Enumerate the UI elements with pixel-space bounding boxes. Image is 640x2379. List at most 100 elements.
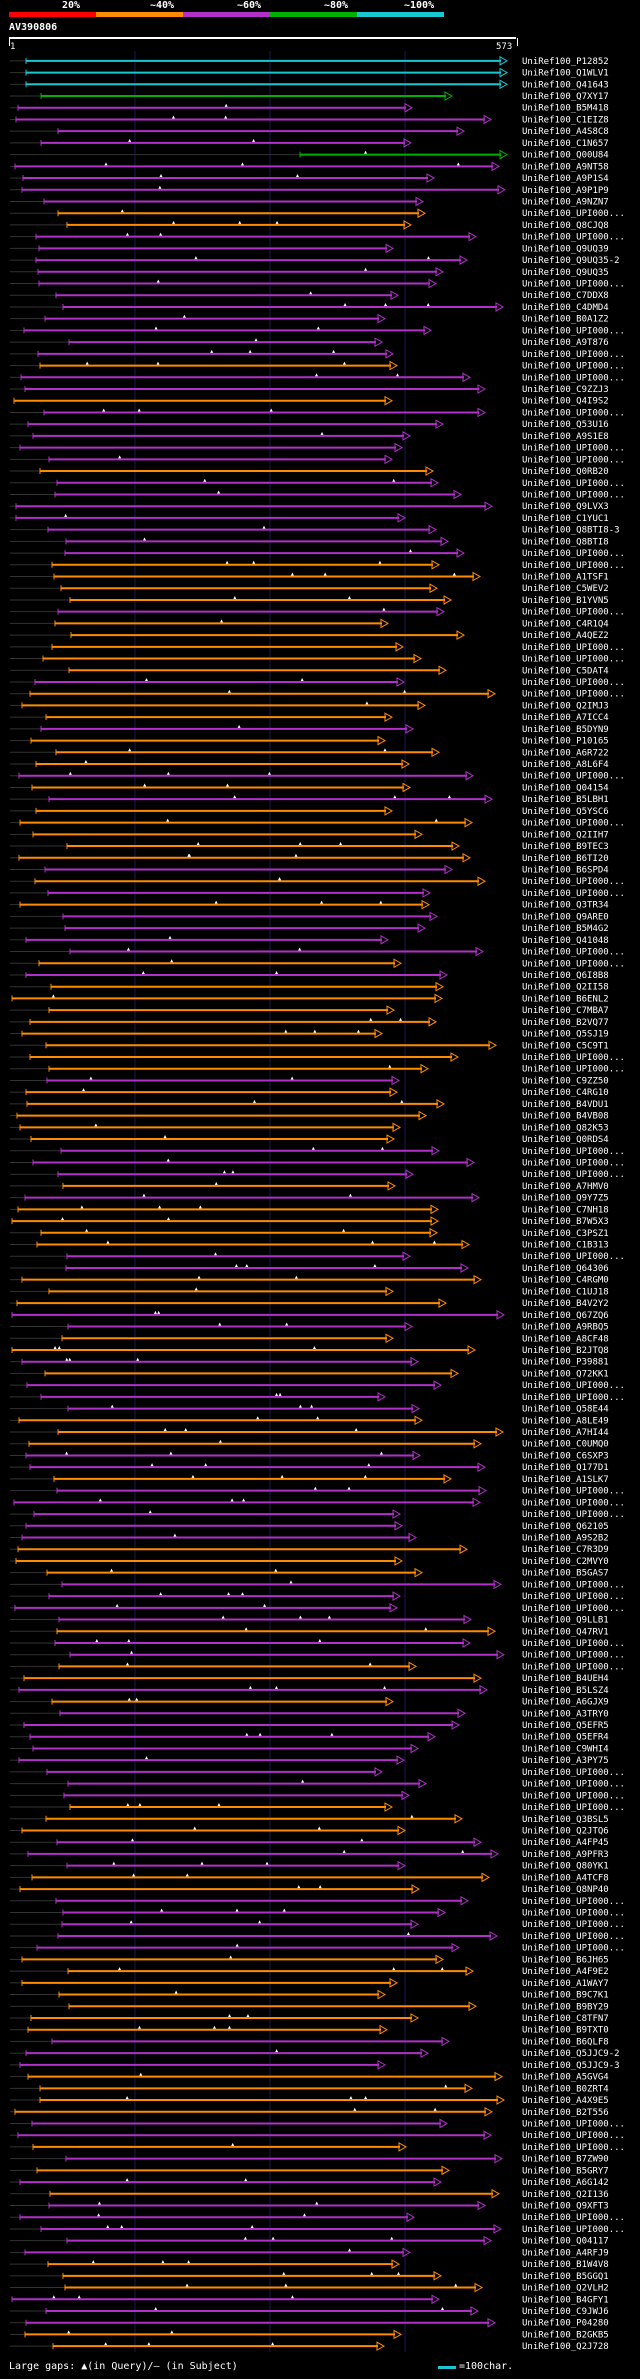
- hit-row[interactable]: UniRef100_UPI000...: [10, 348, 625, 360]
- hit-row[interactable]: UniRef100_C1N657: [10, 138, 609, 149]
- hit-row[interactable]: UniRef100_A9RBQ5: [10, 1321, 609, 1333]
- hit-label[interactable]: UniRef100_UPI000...: [522, 1252, 625, 1262]
- hit-label[interactable]: UniRef100_Q2II58: [522, 983, 609, 993]
- hit-row[interactable]: UniRef100_C7NH18: [10, 1204, 609, 1215]
- hit-label[interactable]: UniRef100_A9P1P9: [522, 186, 609, 196]
- hit-label[interactable]: UniRef100_UPI000...: [522, 1662, 625, 1672]
- hit-label[interactable]: UniRef100_Q04117: [522, 2237, 609, 2247]
- hit-row[interactable]: UniRef100_A3PY75: [10, 1755, 609, 1766]
- hit-row[interactable]: UniRef100_B5LBH1: [10, 794, 609, 805]
- hit-label[interactable]: UniRef100_A4F9E2: [522, 1967, 609, 1977]
- hit-row[interactable]: UniRef100_Q9ARE0: [10, 911, 609, 922]
- hit-row[interactable]: UniRef100_B4GFY1: [11, 2294, 609, 2305]
- hit-label[interactable]: UniRef100_P12852: [522, 57, 609, 67]
- hit-row[interactable]: UniRef100_A7HMV0: [10, 1181, 609, 1192]
- hit-label[interactable]: UniRef100_B5GRY7: [522, 2166, 609, 2176]
- hit-label[interactable]: UniRef100_UPI000...: [522, 2225, 625, 2235]
- hit-label[interactable]: UniRef100_Q5EFR4: [522, 1733, 609, 1743]
- hit-label[interactable]: UniRef100_Q00U84: [522, 151, 609, 161]
- hit-label[interactable]: UniRef100_C1N657: [522, 139, 609, 149]
- hit-label[interactable]: UniRef100_B4VDU1: [522, 1100, 609, 1110]
- hit-row[interactable]: UniRef100_UPI000...: [10, 606, 625, 618]
- hit-row[interactable]: UniRef100_Q9Y7Z5: [10, 1192, 609, 1204]
- hit-label[interactable]: UniRef100_Q82K53: [522, 1123, 609, 1133]
- hit-row[interactable]: UniRef100_B4UEH4: [10, 1673, 609, 1684]
- hit-label[interactable]: UniRef100_A6GJX9: [522, 1698, 609, 1708]
- hit-row[interactable]: UniRef100_Q58E44: [10, 1403, 609, 1415]
- hit-row[interactable]: UniRef100_B4VDU1: [10, 1099, 609, 1110]
- hit-label[interactable]: UniRef100_UPI000...: [522, 678, 625, 688]
- hit-row[interactable]: UniRef100_UPI000...: [10, 1485, 625, 1497]
- hit-label[interactable]: UniRef100_A4FP45: [522, 1838, 609, 1848]
- hit-row[interactable]: UniRef100_UPI000...: [10, 1790, 625, 1801]
- hit-label[interactable]: UniRef100_B5M4G2: [522, 924, 609, 934]
- hit-label[interactable]: UniRef100_B2VQ77: [522, 1018, 609, 1028]
- hit-label[interactable]: UniRef100_UPI000...: [522, 772, 625, 782]
- hit-row[interactable]: UniRef100_UPI000...: [10, 958, 625, 969]
- hit-row[interactable]: UniRef100_Q0RDS4: [10, 1134, 609, 1145]
- hit-row[interactable]: UniRef100_A4X9E5: [10, 2095, 609, 2106]
- hit-row[interactable]: UniRef100_UPI000...: [10, 946, 625, 958]
- hit-label[interactable]: UniRef100_B2GKB5: [522, 2330, 609, 2340]
- hit-label[interactable]: UniRef100_UPI000...: [522, 1944, 625, 1954]
- hit-row[interactable]: UniRef100_Q9XFT3: [10, 2200, 609, 2212]
- hit-row[interactable]: UniRef100_A9S1E8: [10, 431, 609, 442]
- hit-row[interactable]: UniRef100_UPI000...: [10, 2224, 625, 2235]
- hit-row[interactable]: UniRef100_UPI000...: [10, 1919, 625, 1930]
- hit-label[interactable]: UniRef100_UPI000...: [522, 490, 625, 500]
- hit-label[interactable]: UniRef100_UPI000...: [522, 655, 625, 665]
- hit-row[interactable]: UniRef100_UPI000...: [10, 770, 625, 782]
- hit-row[interactable]: UniRef100_Q2JTQ6: [10, 1825, 609, 1836]
- hit-label[interactable]: UniRef100_Q5SJ19: [522, 1030, 609, 1040]
- hit-label[interactable]: UniRef100_Q5YSC6: [522, 807, 609, 817]
- hit-label[interactable]: UniRef100_C4RG10: [522, 1088, 609, 1098]
- hit-row[interactable]: UniRef100_B6QLF8: [10, 2036, 609, 2047]
- hit-label[interactable]: UniRef100_UPI000...: [522, 444, 625, 454]
- hit-row[interactable]: UniRef100_B9BY29: [10, 2001, 609, 2012]
- hit-row[interactable]: UniRef100_Q9UQ39: [10, 243, 609, 254]
- hit-row[interactable]: UniRef100_A4TCF8: [10, 1872, 609, 1883]
- hit-label[interactable]: UniRef100_C6SXP3: [522, 1451, 609, 1461]
- hit-row[interactable]: UniRef100_C4DMD4: [10, 302, 609, 313]
- hit-row[interactable]: UniRef100_C5WEV2: [10, 583, 609, 594]
- hit-label[interactable]: UniRef100_UPI000...: [522, 1170, 625, 1180]
- hit-label[interactable]: UniRef100_Q9ARE0: [522, 912, 609, 922]
- hit-label[interactable]: UniRef100_B6TI20: [522, 854, 609, 864]
- hit-row[interactable]: UniRef100_UPI000...: [10, 1931, 625, 1942]
- hit-label[interactable]: UniRef100_UPI000...: [522, 373, 625, 383]
- hit-row[interactable]: UniRef100_A6GJX9: [10, 1696, 609, 1708]
- hit-row[interactable]: UniRef100_A9T876: [10, 337, 609, 348]
- hit-label[interactable]: UniRef100_UPI000...: [522, 455, 625, 465]
- hit-row[interactable]: UniRef100_UPI000...: [10, 548, 625, 559]
- hit-label[interactable]: UniRef100_UPI000...: [522, 1158, 625, 1168]
- hit-label[interactable]: UniRef100_UPI000...: [522, 1897, 625, 1907]
- hit-label[interactable]: UniRef100_UPI000...: [522, 1791, 625, 1801]
- hit-label[interactable]: UniRef100_UPI000...: [522, 1639, 625, 1649]
- hit-row[interactable]: UniRef100_UPI000...: [10, 1052, 625, 1063]
- hit-row[interactable]: UniRef100_Q62105: [10, 1520, 609, 1532]
- hit-row[interactable]: UniRef100_UPI000...: [10, 677, 625, 688]
- hit-label[interactable]: UniRef100_C8TFN7: [522, 2014, 609, 2024]
- hit-row[interactable]: UniRef100_Q53U16: [10, 419, 609, 430]
- hit-row[interactable]: UniRef100_A1TSF1: [10, 571, 609, 583]
- hit-row[interactable]: UniRef100_Q82K53: [10, 1122, 609, 1133]
- hit-label[interactable]: UniRef100_UPI000...: [522, 1651, 625, 1661]
- hit-row[interactable]: UniRef100_Q04154: [10, 782, 609, 793]
- hit-label[interactable]: UniRef100_A9S1E8: [522, 432, 609, 442]
- hit-label[interactable]: UniRef100_A8L6F4: [522, 760, 609, 770]
- hit-label[interactable]: UniRef100_UPI000...: [522, 1053, 625, 1063]
- hit-row[interactable]: UniRef100_A7HI44: [10, 1427, 609, 1438]
- hit-row[interactable]: UniRef100_C5C9T1: [10, 1040, 609, 1051]
- hit-row[interactable]: UniRef100_Q2II58: [10, 981, 609, 993]
- hit-label[interactable]: UniRef100_A9RBQ5: [522, 1323, 609, 1333]
- hit-row[interactable]: UniRef100_B2JTQ8: [11, 1345, 609, 1356]
- hit-row[interactable]: UniRef100_B2T556: [10, 2106, 609, 2118]
- hit-label[interactable]: UniRef100_Q2I136: [522, 2190, 609, 2200]
- hit-label[interactable]: UniRef100_Q9UQ39: [522, 244, 609, 254]
- hit-label[interactable]: UniRef100_Q2J728: [522, 2342, 609, 2352]
- hit-label[interactable]: UniRef100_UPI000...: [522, 1780, 625, 1790]
- hit-row[interactable]: UniRef100_Q8BTI8-3: [10, 524, 620, 536]
- hit-label[interactable]: UniRef100_A4QEZ2: [522, 631, 609, 641]
- hit-label[interactable]: UniRef100_A7HI44: [522, 1428, 609, 1438]
- hit-label[interactable]: UniRef100_A1TSF1: [522, 573, 609, 583]
